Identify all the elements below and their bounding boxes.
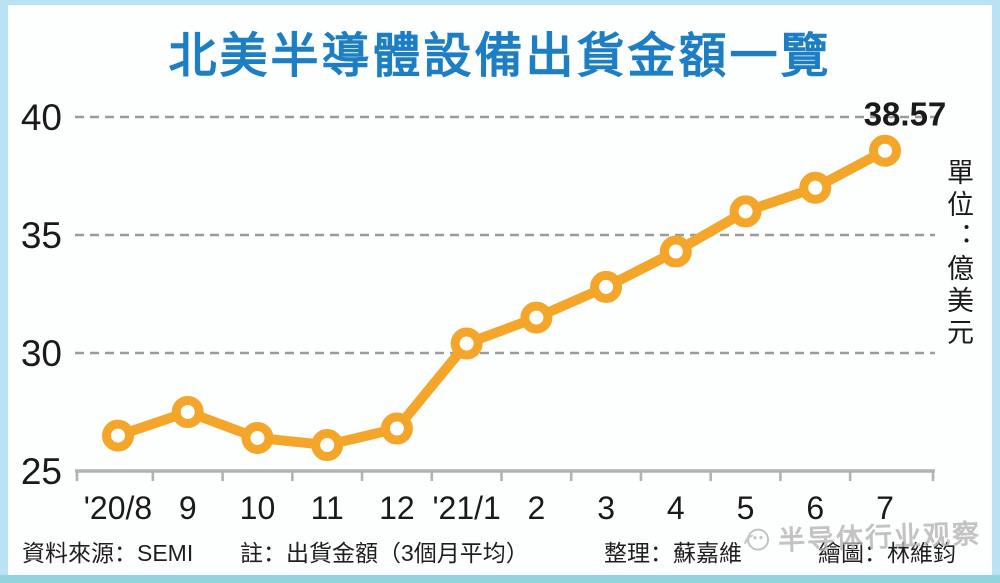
footer-drawn-by: 繪圖：林維鈞 [818, 540, 956, 566]
data-point-marker [171, 396, 204, 428]
x-tick-label: '21/1 [432, 490, 500, 526]
x-tick-label: 12 [379, 490, 415, 526]
x-tick-label: 10 [240, 490, 276, 526]
x-tick-label: 6 [806, 490, 824, 526]
y-tick-label: 25 [21, 451, 62, 492]
frame-border-right [992, 0, 1000, 583]
page-title: 北美半導體設備出貨金額一覽 [168, 30, 832, 83]
data-point-marker [241, 421, 274, 454]
y-axis-unit-label: 單位：億美元 [943, 158, 973, 350]
x-tick-label: 3 [597, 490, 615, 526]
footer-data-source: 資料來源：SEMI [22, 540, 194, 566]
data-point-marker [729, 195, 762, 228]
y-tick-label: 30 [21, 333, 62, 374]
data-point-marker [380, 412, 413, 445]
data-point-marker [659, 235, 692, 268]
data-point-marker [520, 301, 553, 334]
footer-compiled-by: 整理：蘇嘉維 [604, 540, 742, 566]
data-point-marker [869, 134, 901, 167]
y-tick-label: 35 [21, 215, 62, 256]
y-tick-label: 40 [21, 97, 62, 138]
frame-border-bottom [0, 575, 1000, 583]
x-tick-label: 2 [527, 490, 545, 526]
x-tick-label: 11 [311, 490, 344, 526]
data-point-marker [450, 327, 483, 360]
footer-note: 註：出貨金額（3個月平均） [240, 540, 529, 566]
x-tick-label: '20/8 [84, 490, 152, 526]
frame-border-top [0, 0, 1000, 5]
footer: 資料來源：SEMI 註：出貨金額（3個月平均） 整理：蘇嘉維 繪圖：林維鈞 [0, 534, 1000, 566]
x-tick-label: 9 [179, 490, 197, 526]
frame-border-left [0, 0, 8, 583]
last-point-value-label: 38.57 [864, 96, 947, 133]
data-line [113, 145, 890, 451]
data-point-marker [311, 429, 344, 462]
data-point-marker [590, 270, 623, 303]
x-tick-label: 5 [737, 490, 755, 526]
data-point-marker [102, 419, 134, 452]
data-point-marker [799, 171, 832, 204]
x-tick-label: 4 [667, 490, 685, 526]
x-tick-label: 7 [876, 490, 894, 526]
